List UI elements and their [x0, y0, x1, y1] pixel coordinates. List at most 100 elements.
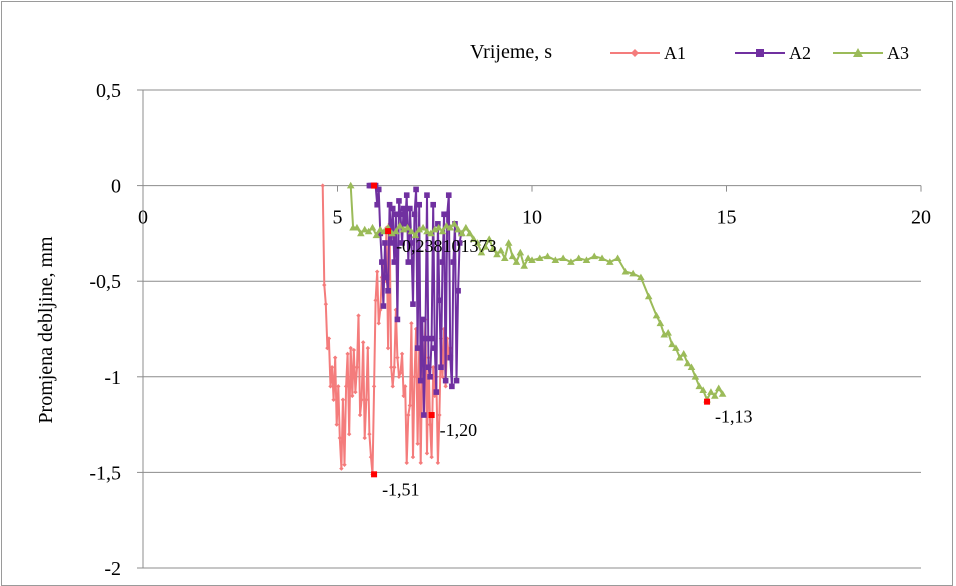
data-point-a1 — [343, 384, 349, 389]
data-point-a1 — [404, 460, 409, 466]
data-point-a1 — [388, 365, 394, 370]
x-tick-label: 10 — [522, 207, 542, 229]
data-point-a1 — [350, 393, 355, 399]
data-point-a2 — [449, 383, 455, 390]
data-point-a1 — [406, 412, 411, 418]
data-point-a1 — [356, 313, 361, 318]
y-tick-label: -1,5 — [89, 462, 121, 484]
data-point-a3 — [508, 252, 517, 260]
data-point-a2 — [439, 259, 446, 265]
data-point-a3 — [438, 227, 447, 235]
data-point-a3 — [419, 223, 427, 231]
data-point-a3 — [473, 239, 482, 246]
data-point-a2 — [433, 389, 440, 395]
data-point-a1 — [399, 351, 405, 357]
data-point-a3 — [411, 231, 420, 239]
data-point-a2 — [419, 316, 426, 323]
data-point-a1 — [359, 397, 364, 402]
data-point-a2 — [413, 186, 419, 193]
data-point-a2 — [396, 198, 402, 204]
data-point-a1 — [418, 460, 423, 466]
data-label: -0,238101373 — [396, 236, 497, 256]
data-point-a2 — [427, 374, 433, 380]
x-tick-label: 15 — [717, 207, 737, 229]
data-point-a2 — [391, 259, 398, 265]
data-point-a3 — [613, 254, 622, 262]
data-point-a2 — [441, 211, 447, 218]
data-point-a3 — [353, 223, 361, 231]
data-label: -1,20 — [440, 420, 478, 440]
data-point-a3 — [683, 359, 692, 367]
data-point-a2 — [393, 211, 399, 218]
data-point-a3 — [672, 344, 680, 351]
data-point-a2 — [447, 354, 454, 361]
data-point-a2 — [374, 201, 380, 208]
data-point-a1 — [326, 336, 332, 341]
data-point-a1 — [323, 301, 329, 307]
data-point-a3 — [598, 254, 606, 262]
data-point-a3 — [574, 254, 583, 262]
data-point-a3 — [423, 227, 431, 235]
data-point-a3 — [403, 223, 412, 231]
data-point-a1 — [385, 345, 391, 351]
data-point-a1 — [351, 347, 357, 353]
data-point-a3 — [368, 223, 377, 231]
data-point-a2 — [414, 345, 421, 351]
data-point-a2 — [422, 335, 429, 342]
data-point-a1 — [396, 374, 402, 379]
data-point-a3 — [652, 311, 661, 319]
data-point-a1 — [429, 454, 434, 460]
data-point-a2 — [435, 221, 441, 227]
data-point-a2 — [416, 201, 422, 208]
legend-marker-a2 — [756, 49, 764, 57]
data-point-a1 — [435, 460, 441, 466]
y-tick-label: -0,5 — [89, 271, 121, 293]
data-point-a3 — [676, 353, 684, 361]
data-point-a3 — [392, 227, 400, 235]
data-point-a2 — [430, 201, 436, 208]
data-point-a1 — [342, 462, 347, 467]
data-point-a1 — [424, 451, 430, 456]
data-point-a3 — [516, 248, 525, 256]
data-point-a3 — [434, 223, 443, 231]
data-point-a2 — [424, 192, 430, 198]
data-point-a2 — [382, 240, 388, 246]
annotation-layer: -1,20 -0,238101373 -1,13 -1,51 — [371, 182, 753, 499]
data-point-a3 — [458, 229, 466, 237]
annotation-point — [428, 412, 435, 419]
data-point-a3 — [718, 390, 727, 397]
data-point-a2 — [377, 230, 384, 237]
y-tick-label: 0 — [111, 176, 121, 198]
data-point-a2 — [403, 192, 410, 198]
annotation-point — [371, 471, 378, 478]
data-point-a3 — [462, 223, 470, 231]
data-point-a1 — [430, 365, 436, 370]
data-point-a3 — [360, 225, 369, 233]
axes: 0,5 0 -0,5 -1 -1,5 -2 0 5 10 15 20 — [89, 80, 931, 580]
data-point-a1 — [320, 183, 325, 188]
data-point-a3 — [399, 225, 408, 233]
data-point-a3 — [621, 267, 630, 275]
series-a3 — [346, 181, 727, 403]
data-point-a1 — [398, 370, 403, 376]
data-point-a2 — [386, 201, 393, 208]
data-point-a3 — [714, 384, 723, 392]
data-point-a1 — [371, 384, 377, 389]
data-point-a2 — [375, 186, 382, 193]
data-point-a2 — [389, 205, 396, 212]
data-point-a3 — [357, 229, 365, 237]
data-point-a2 — [380, 303, 387, 309]
data-point-a3 — [469, 235, 478, 242]
data-point-a2 — [397, 211, 404, 218]
data-point-a3 — [485, 235, 494, 242]
annotation-point — [385, 228, 392, 235]
data-point-a2 — [383, 274, 390, 281]
data-point-a3 — [691, 373, 700, 380]
data-point-a3 — [364, 227, 373, 235]
data-point-a1 — [322, 282, 327, 288]
data-point-a3 — [489, 244, 497, 252]
data-point-a1 — [331, 397, 336, 402]
x-tick-label: 20 — [911, 207, 931, 229]
data-point-a1 — [354, 365, 360, 370]
data-point-a1 — [409, 321, 414, 326]
